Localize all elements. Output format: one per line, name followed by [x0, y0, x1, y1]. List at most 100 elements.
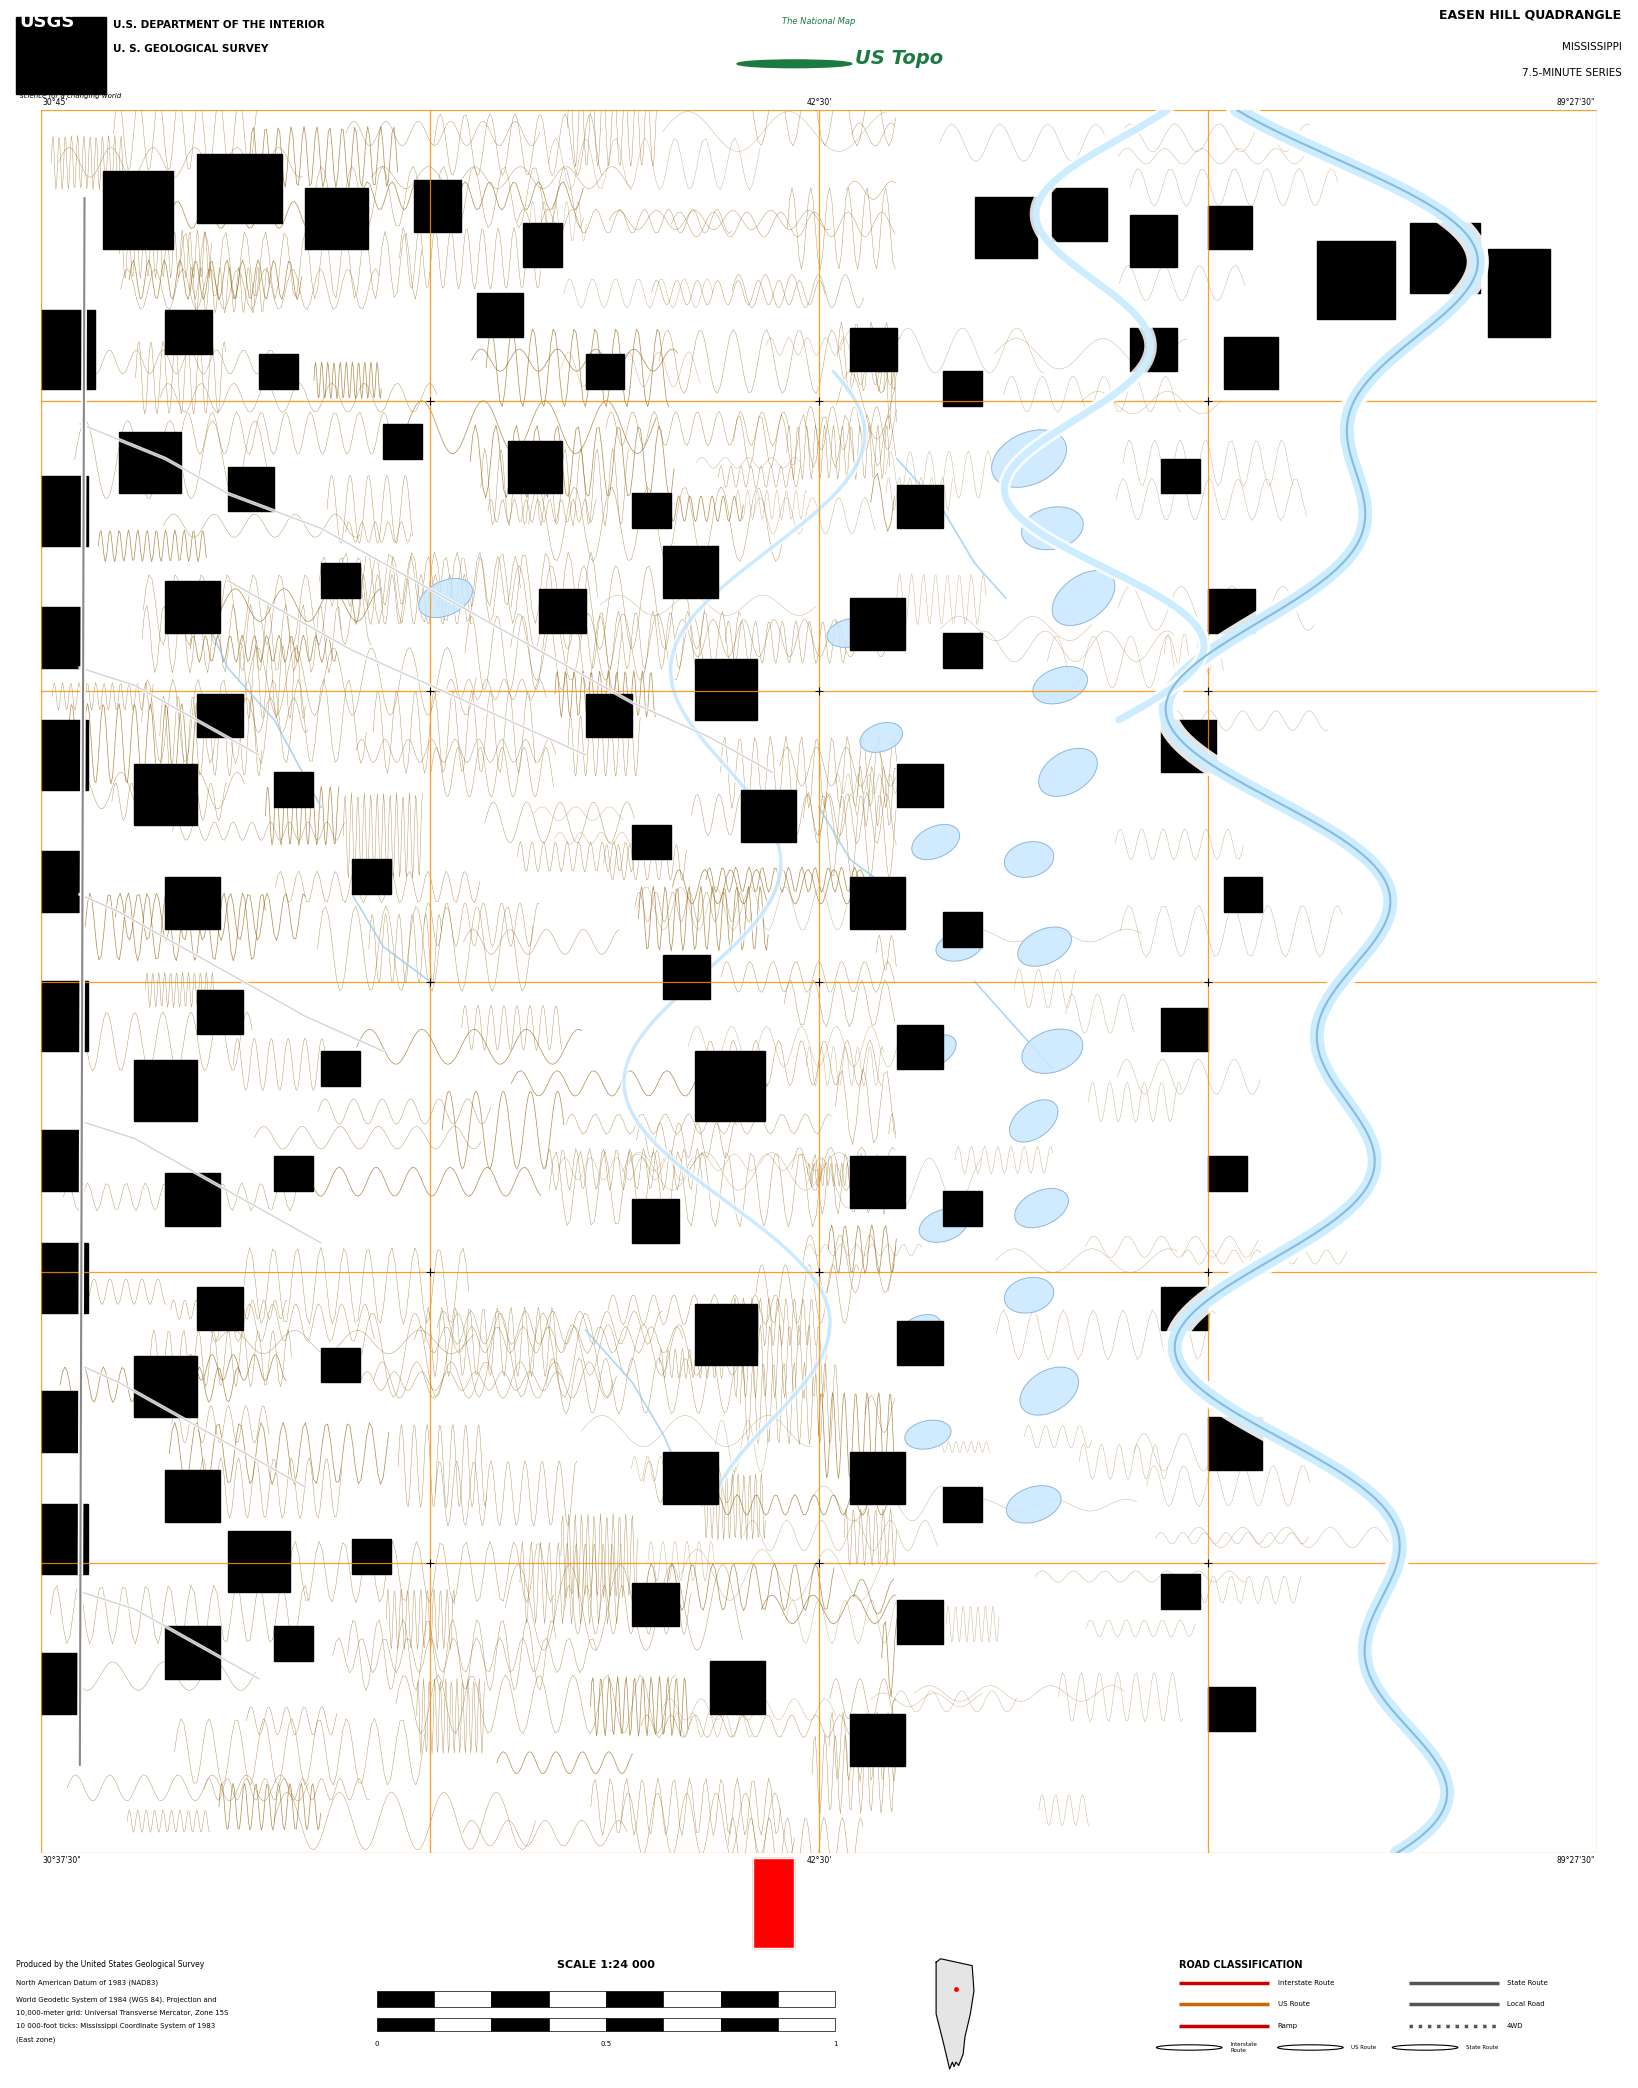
Bar [165, 1173, 219, 1226]
Bar [524, 223, 562, 267]
Bar [850, 1157, 904, 1209]
Bar [165, 580, 219, 633]
Bar [943, 1487, 983, 1522]
Bar [41, 311, 95, 388]
Bar [1161, 459, 1201, 493]
Bar [850, 328, 898, 372]
Bar [585, 693, 632, 737]
Bar [1207, 1687, 1255, 1731]
Bar [632, 493, 672, 528]
Bar [477, 292, 524, 336]
Bar [1207, 1418, 1263, 1470]
Ellipse shape [1014, 1188, 1068, 1228]
Bar [41, 1503, 88, 1574]
Bar [721, 1990, 778, 2007]
Text: 89°27'30": 89°27'30" [1558, 98, 1595, 106]
Bar [898, 764, 943, 808]
Text: SCALE 1:24 000: SCALE 1:24 000 [557, 1961, 655, 1969]
Text: EASEN HILL QUADRANGLE: EASEN HILL QUADRANGLE [1440, 8, 1622, 21]
Bar [549, 1990, 606, 2007]
Bar [352, 860, 391, 894]
Bar [606, 1990, 663, 2007]
Ellipse shape [827, 618, 873, 647]
Bar [103, 171, 174, 248]
Bar [740, 789, 796, 841]
Bar [975, 196, 1037, 259]
Bar [197, 1286, 242, 1330]
Bar [721, 2017, 778, 2032]
Bar [1130, 215, 1176, 267]
Bar [539, 589, 586, 633]
Bar [898, 484, 943, 528]
Bar [1224, 877, 1263, 912]
Text: Local Road: Local Road [1507, 2000, 1545, 2007]
Bar [41, 1391, 80, 1451]
Text: ROAD CLASSIFICATION: ROAD CLASSIFICATION [1179, 1961, 1302, 1969]
Bar [663, 2017, 721, 2032]
Text: Ramp: Ramp [1278, 2023, 1297, 2030]
Bar [197, 155, 282, 223]
Bar [695, 660, 757, 720]
Bar [377, 2017, 434, 2032]
Bar [898, 1322, 943, 1366]
Text: 7.5-MINUTE SERIES: 7.5-MINUTE SERIES [1522, 69, 1622, 77]
Text: U.S. DEPARTMENT OF THE INTERIOR: U.S. DEPARTMENT OF THE INTERIOR [113, 19, 324, 29]
Bar [41, 720, 88, 789]
Bar [41, 476, 88, 545]
Bar [663, 956, 711, 998]
Bar [1161, 1574, 1201, 1610]
Ellipse shape [419, 578, 472, 618]
Text: State Route: State Route [1507, 1979, 1548, 1986]
Bar [134, 1061, 197, 1121]
Ellipse shape [1022, 507, 1083, 549]
Ellipse shape [1022, 1029, 1083, 1073]
Text: U. S. GEOLOGICAL SURVEY: U. S. GEOLOGICAL SURVEY [113, 44, 269, 54]
Ellipse shape [1017, 927, 1071, 967]
Bar [753, 1858, 794, 1948]
Ellipse shape [904, 1420, 952, 1449]
Bar [197, 693, 242, 737]
Ellipse shape [935, 931, 983, 960]
Bar [753, 1858, 794, 1948]
Bar [1052, 188, 1107, 240]
Bar [165, 311, 211, 355]
Bar [321, 564, 360, 597]
Bar [632, 1199, 680, 1242]
Bar [898, 1025, 943, 1069]
Bar [549, 2017, 606, 2032]
Ellipse shape [899, 1315, 942, 1345]
Bar [850, 1714, 904, 1766]
Bar [632, 1583, 680, 1627]
Bar [274, 1627, 313, 1662]
Ellipse shape [991, 430, 1066, 487]
Ellipse shape [916, 1036, 957, 1067]
Text: USGS: USGS [20, 13, 75, 31]
Bar [228, 468, 274, 512]
Text: 42°30': 42°30' [806, 1856, 832, 1865]
Bar [274, 773, 313, 808]
Bar [41, 981, 88, 1050]
Bar [1410, 223, 1481, 292]
Text: 30°45': 30°45' [43, 98, 69, 106]
Text: science for a changing world: science for a changing world [20, 94, 121, 98]
Text: 0: 0 [375, 2040, 378, 2046]
Ellipse shape [1034, 666, 1088, 704]
Text: World Geodetic System of 1984 (WGS 84). Projection and: World Geodetic System of 1984 (WGS 84). … [16, 1996, 216, 2002]
Bar [120, 432, 180, 493]
Bar [1207, 1157, 1247, 1190]
Text: 30°37'30": 30°37'30" [43, 1856, 82, 1865]
Bar [663, 545, 717, 597]
Bar [943, 912, 983, 946]
Bar [274, 1157, 313, 1190]
Bar [41, 1242, 88, 1313]
Bar [711, 1662, 765, 1714]
Bar [305, 188, 367, 248]
Bar [134, 1357, 197, 1418]
Bar [695, 1050, 765, 1121]
Bar [377, 1990, 434, 2007]
Circle shape [1156, 2044, 1222, 2050]
Bar [134, 764, 197, 825]
Bar [850, 877, 904, 929]
Text: US Topo: US Topo [855, 50, 943, 69]
Text: 89°27'30": 89°27'30" [1558, 1856, 1595, 1865]
